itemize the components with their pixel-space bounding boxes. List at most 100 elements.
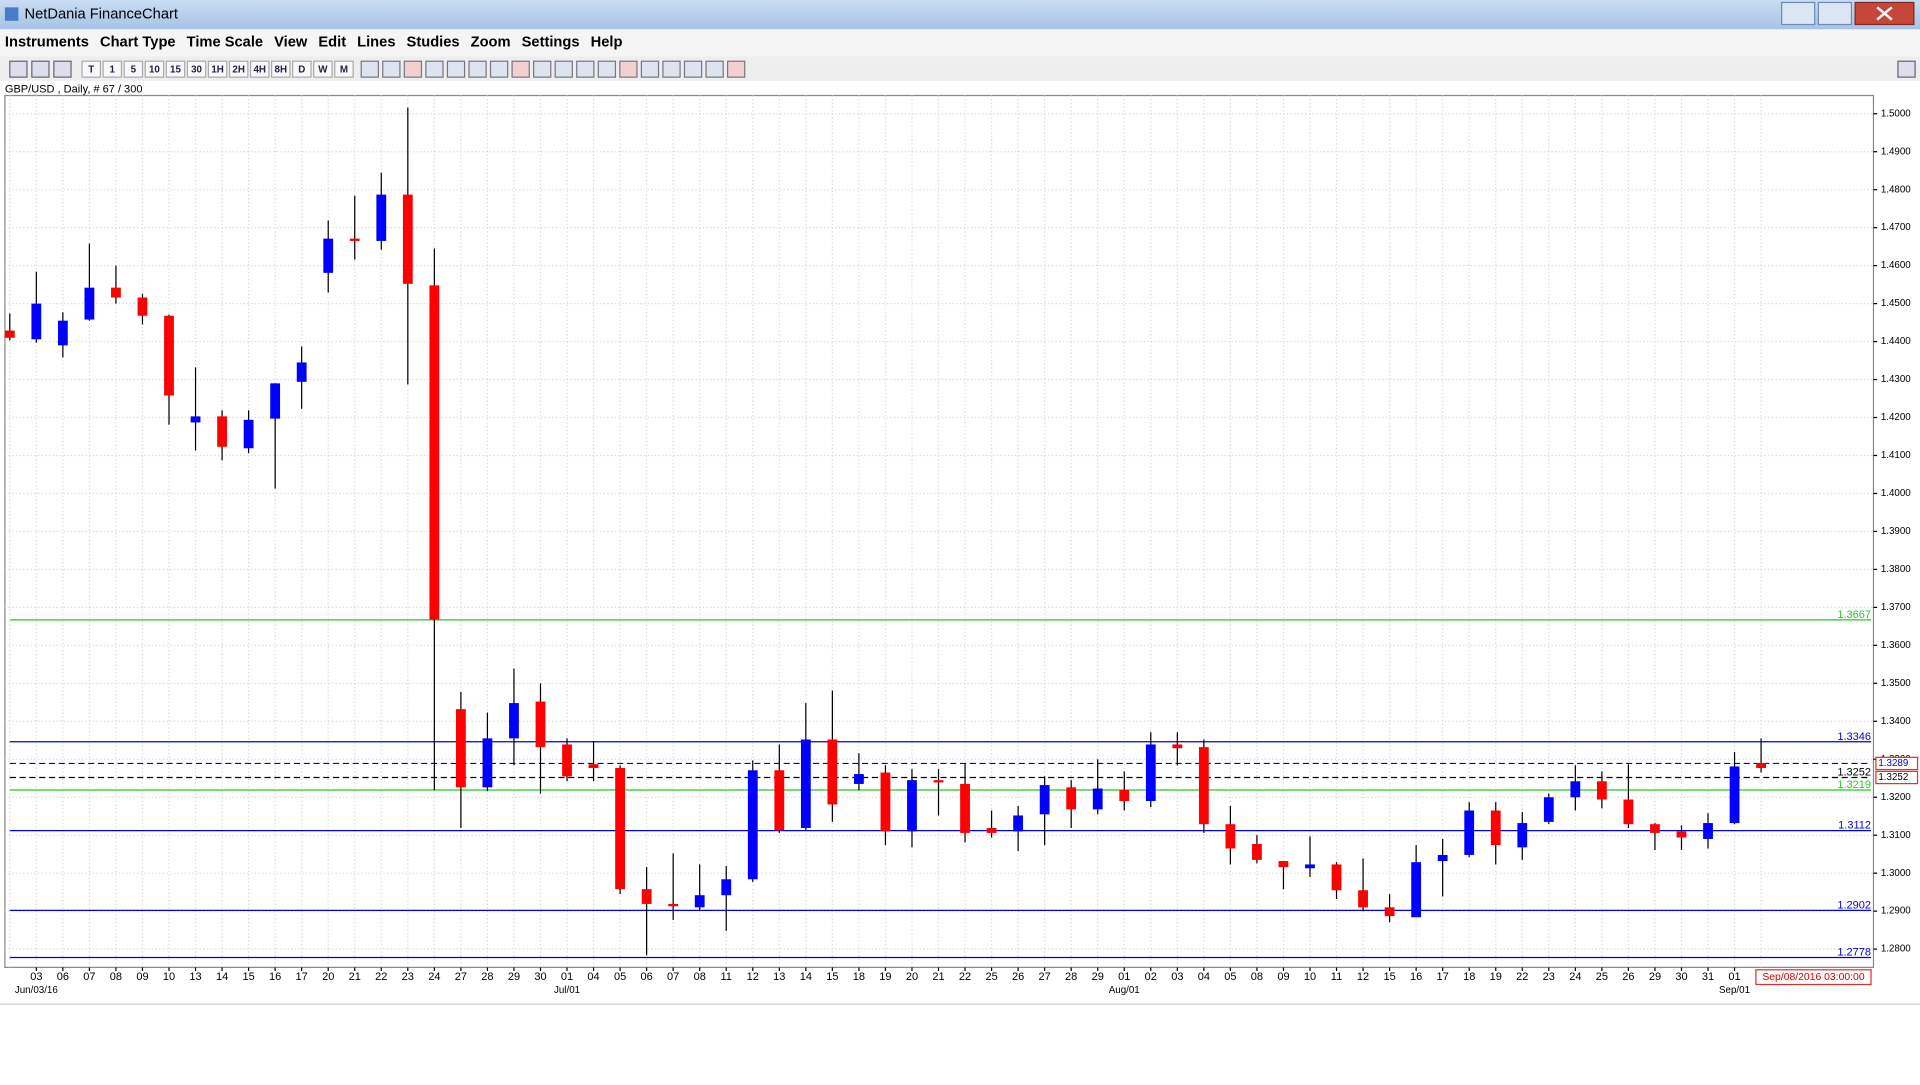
tool-icon[interactable] xyxy=(31,60,50,78)
tool-icon[interactable] xyxy=(683,60,703,78)
tool-icon[interactable] xyxy=(705,60,724,78)
menu-item[interactable]: Settings xyxy=(522,35,580,51)
minimize-button[interactable] xyxy=(1781,1,1816,26)
tool-icon[interactable] xyxy=(382,60,401,78)
tool-icon[interactable] xyxy=(511,60,530,78)
x-tick-label: 19 xyxy=(879,971,891,983)
time-scale-button[interactable] xyxy=(81,60,102,78)
candle-body xyxy=(1331,864,1342,891)
time-scale-label[interactable]: W xyxy=(318,64,328,75)
y-tick-label: 1.5000 xyxy=(1881,108,1911,119)
candle-body xyxy=(270,383,281,419)
tool-icon[interactable] xyxy=(489,60,509,78)
y-tick-label: 1.3500 xyxy=(1881,678,1911,689)
time-scale-label[interactable]: 1 xyxy=(110,64,116,75)
tool-icon[interactable] xyxy=(446,60,466,78)
x-tick-label: 10 xyxy=(163,971,175,983)
time-scale-label[interactable]: 1H xyxy=(211,64,224,75)
time-scale-button[interactable] xyxy=(334,60,354,78)
x-tick-label: 13 xyxy=(773,971,785,983)
time-scale-button[interactable] xyxy=(270,60,291,78)
menu-item[interactable]: Time Scale xyxy=(187,35,263,51)
candle-body xyxy=(535,701,546,748)
menu-item[interactable]: Instruments xyxy=(5,35,89,51)
x-tick-label: 03 xyxy=(1171,971,1183,983)
candle-body xyxy=(854,774,864,784)
x-tick-label: 26 xyxy=(1012,971,1024,983)
time-scale-label[interactable]: 2H xyxy=(232,64,245,75)
menu-item[interactable]: View xyxy=(274,35,308,51)
candle-body xyxy=(1252,843,1262,860)
time-scale-label[interactable]: 4H xyxy=(253,64,266,75)
menu-item[interactable]: Lines xyxy=(357,35,395,51)
time-scale-button[interactable] xyxy=(144,60,165,78)
x-tick-label: 01 xyxy=(1118,971,1130,983)
x-tick-label: 27 xyxy=(1039,971,1051,983)
candle-body xyxy=(615,767,625,890)
time-scale-button[interactable] xyxy=(207,60,228,78)
y-tick-label: 1.3800 xyxy=(1881,564,1911,575)
menu-item[interactable]: Help xyxy=(591,35,623,51)
time-scale-label[interactable]: T xyxy=(88,64,94,75)
tool-icon[interactable] xyxy=(662,60,681,78)
tool-icon[interactable] xyxy=(597,60,617,78)
tool-icon[interactable] xyxy=(425,60,444,78)
candle-body xyxy=(376,194,387,241)
x-tick-label: 07 xyxy=(83,971,95,983)
tool-icon[interactable] xyxy=(576,60,595,78)
candle-body xyxy=(1729,766,1740,824)
time-scale-label[interactable]: 5 xyxy=(131,64,137,75)
time-scale-label[interactable]: 15 xyxy=(170,64,181,75)
menu-item[interactable]: Edit xyxy=(318,35,346,51)
price-tag-label: 1.3289 xyxy=(1878,758,1908,769)
tool-icon[interactable] xyxy=(468,60,487,78)
instrument-label: GBP/USD , Daily, # 67 / 300 xyxy=(5,83,143,95)
time-scale-label[interactable]: M xyxy=(340,64,348,75)
x-tick-label: 08 xyxy=(1251,971,1263,983)
candle-body xyxy=(588,764,599,768)
tool-icon[interactable] xyxy=(9,60,28,78)
level-label: 1.3112 xyxy=(1838,820,1871,832)
tool-icon[interactable] xyxy=(726,60,746,78)
time-scale-label[interactable]: D xyxy=(298,64,305,75)
time-scale-button[interactable] xyxy=(292,60,312,78)
tool-icon[interactable] xyxy=(1897,60,1916,78)
time-scale-label[interactable]: 30 xyxy=(191,64,202,75)
y-tick-label: 1.3400 xyxy=(1881,716,1911,727)
maximize-button[interactable] xyxy=(1817,1,1853,26)
tool-icon[interactable] xyxy=(619,60,638,78)
x-tick-label: 17 xyxy=(1437,971,1449,983)
x-tick-label: 06 xyxy=(640,971,652,983)
time-scale-label[interactable]: 8H xyxy=(275,64,288,75)
candle-body xyxy=(800,739,811,828)
menu-item[interactable]: Chart Type xyxy=(100,35,176,51)
x-tick-label: 18 xyxy=(1463,971,1475,983)
x-tick-label: 14 xyxy=(800,971,812,983)
candle-body xyxy=(1756,763,1766,768)
tool-icon[interactable] xyxy=(403,60,423,78)
time-scale-button[interactable] xyxy=(102,60,123,78)
tool-icon[interactable] xyxy=(360,60,379,78)
time-scale-button[interactable] xyxy=(228,60,249,78)
tool-icon[interactable] xyxy=(53,60,72,78)
tool-icon[interactable] xyxy=(640,60,660,78)
time-scale-button[interactable] xyxy=(313,60,333,78)
y-tick-label: 1.2800 xyxy=(1881,944,1911,955)
time-scale-button[interactable] xyxy=(165,60,186,78)
menu-item[interactable]: Zoom xyxy=(471,35,511,51)
tool-icon[interactable] xyxy=(554,60,573,78)
menu-item[interactable]: Studies xyxy=(407,35,460,51)
y-tick-label: 1.4500 xyxy=(1881,298,1911,309)
y-tick-label: 1.4600 xyxy=(1881,260,1911,271)
x-tick-label: 11 xyxy=(721,971,732,983)
candle-body xyxy=(1039,785,1050,815)
time-scale-button[interactable] xyxy=(249,60,270,78)
tool-icon[interactable] xyxy=(533,60,552,78)
candle-body xyxy=(668,903,679,907)
time-scale-label[interactable]: 10 xyxy=(149,64,160,75)
time-scale-button[interactable] xyxy=(186,60,207,78)
candle-body xyxy=(1676,831,1687,838)
x-tick-label: 22 xyxy=(959,971,971,983)
time-scale-button[interactable] xyxy=(123,60,144,78)
candle-body xyxy=(907,780,917,832)
